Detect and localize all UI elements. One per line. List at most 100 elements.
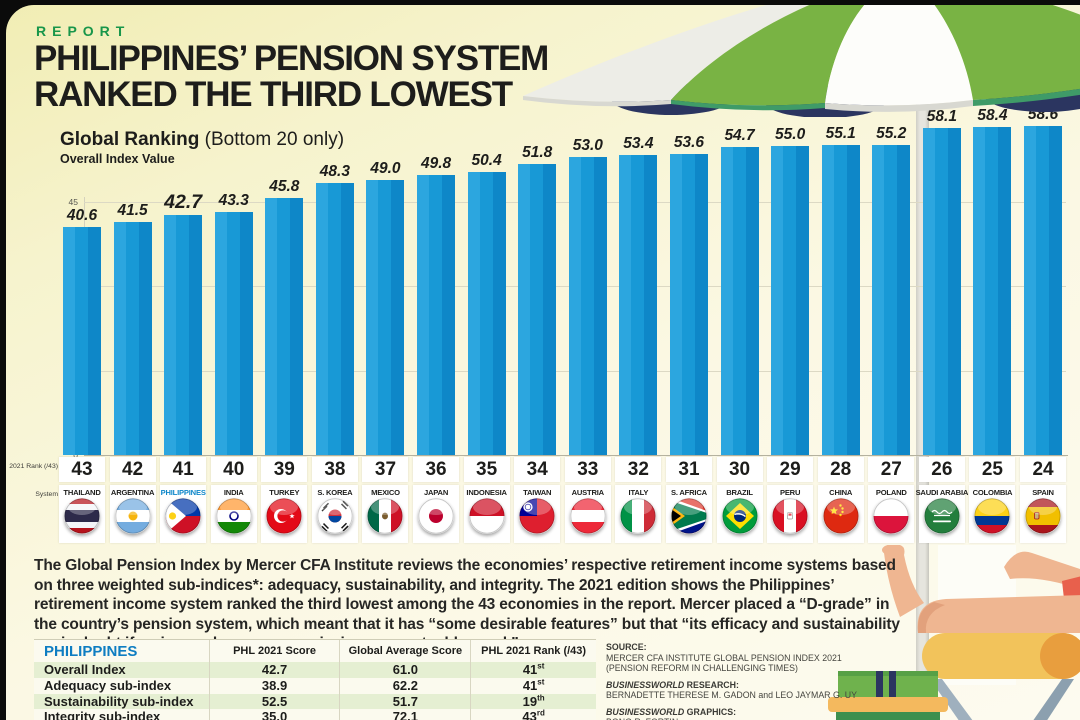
bar-saudi-arabia <box>922 128 961 455</box>
row-label: Sustainability sub-index <box>44 693 194 709</box>
country-label-italy: ITALY <box>628 488 649 497</box>
country-label-taiwan: TAIWAN <box>523 488 552 497</box>
bar-value-taiwan: 51.8 <box>522 143 553 161</box>
phl-score: 52.5 <box>261 693 288 709</box>
flag-philippines <box>165 498 201 534</box>
y-tick-label: 45 <box>68 197 78 207</box>
country-card-poland: POLAND <box>868 485 915 543</box>
source-line1: MERCER CFA INSTITUTE GLOBAL PENSION INDE… <box>606 652 842 663</box>
report-tag: REPORT <box>36 23 131 39</box>
country-card-argentina: ARGENTINA <box>109 485 156 543</box>
bar-brazil <box>720 147 759 455</box>
bar-value-thailand: 40.6 <box>66 206 98 224</box>
research-names: BERNADETTE THERESE M. GADON and LEO JAYM… <box>606 690 857 700</box>
row-label: Overall Index <box>44 661 126 677</box>
country-card-colombia: COLOMBIA <box>969 485 1016 543</box>
country-card-thailand: THAILAND <box>59 485 105 543</box>
bar-value-s-africa: 53.6 <box>673 133 705 151</box>
bar-value-s-korea: 48.3 <box>319 163 350 181</box>
global-score: 72.1 <box>392 709 418 720</box>
flag-austria <box>570 498 606 534</box>
rank-austria: 33 <box>564 457 611 482</box>
rank-saudi-arabia: 26 <box>918 457 965 482</box>
country-label-colombia: COLOMBIA <box>972 488 1013 497</box>
phl-rank: 19th <box>522 693 545 709</box>
rank-indonesia: 35 <box>463 457 510 482</box>
bar-taiwan <box>518 163 557 455</box>
flag-thailand <box>64 498 100 534</box>
bar-china <box>821 145 860 455</box>
rank-italy: 32 <box>615 457 662 482</box>
bar-value-italy: 53.4 <box>623 134 654 152</box>
rank-peru: 29 <box>767 457 814 482</box>
flag-argentina <box>114 498 151 534</box>
rank-taiwan: 34 <box>514 457 561 482</box>
country-label-spain: SPAIN <box>1032 488 1054 497</box>
bar-value-indonesia: 50.4 <box>471 151 502 169</box>
rank-brazil: 30 <box>716 457 763 482</box>
flag-taiwan <box>519 498 555 534</box>
flag-spain <box>1025 498 1061 534</box>
country-card-turkey: TURKEY <box>261 485 308 543</box>
rank-philippines: 41 <box>160 457 207 482</box>
country-label-china: CHINA <box>829 488 853 497</box>
bar-austria <box>568 157 607 455</box>
flag-turkey <box>266 498 303 534</box>
beach-umbrella-icon <box>523 5 1080 117</box>
rank-japan: 36 <box>413 457 460 482</box>
research-label: BUSINESSWORLD RESEARCH: <box>606 679 739 690</box>
rank-india: 40 <box>210 457 257 482</box>
bar-value-argentina: 41.5 <box>117 201 148 219</box>
philippines-scores-table: PHILIPPINES PHL 2021 Score Global Averag… <box>34 639 596 720</box>
flag-india <box>216 498 252 534</box>
rank-spain: 24 <box>1020 457 1067 482</box>
rank-s-africa: 31 <box>665 457 712 482</box>
phl-rank: 41st <box>522 661 545 677</box>
country-label-argentina: ARGENTINA <box>110 488 155 497</box>
global-score: 62.2 <box>392 677 418 693</box>
bar-india <box>214 211 253 455</box>
title-line2: RANKED THE THIRD LOWEST <box>34 75 513 114</box>
bar-colombia <box>973 126 1012 455</box>
phl-score: 38.9 <box>261 677 288 693</box>
row-label: Integrity sub-index <box>44 709 161 720</box>
country-label-thailand: THAILAND <box>63 488 101 497</box>
graphics-label: BUSINESSWORLD GRAPHICS: <box>606 706 737 717</box>
bar-value-japan: 49.8 <box>420 155 452 173</box>
chart-title: Global Ranking (Bottom 20 only) <box>60 129 345 150</box>
country-card-japan: JAPAN <box>413 485 460 543</box>
rank-axis-label: 2021 Rank (/43) <box>9 463 58 470</box>
bar-value-austria: 53.0 <box>572 137 603 155</box>
source-line2: (PENSION REFORM IN CHALLENGING TIMES) <box>606 663 798 673</box>
country-label-japan: JAPAN <box>423 488 449 497</box>
phl-rank: 41st <box>522 677 545 693</box>
bar-value-peru: 55.0 <box>775 125 806 143</box>
country-label-turkey: TURKEY <box>269 488 300 497</box>
country-label-indonesia: INDONESIA <box>466 488 507 497</box>
table-row: Sustainability sub-index 52.5 51.7 19th <box>34 692 596 711</box>
bar-philippines <box>164 214 203 455</box>
country-label-austria: AUSTRIA <box>571 488 605 497</box>
country-card-indonesia: INDONESIA <box>463 485 510 543</box>
country-card-peru: PERU <box>767 485 814 543</box>
country-label-s-africa: S. AFRICA <box>671 488 707 497</box>
flag-colombia <box>974 498 1011 534</box>
flag-china <box>822 498 859 534</box>
rank-colombia: 25 <box>969 457 1016 482</box>
flag-s-africa <box>671 498 707 534</box>
bar-value-brazil: 54.7 <box>724 127 755 145</box>
country-label-poland: POLAND <box>875 488 907 497</box>
column-header-phl-score: PHL 2021 Score <box>208 640 340 662</box>
infographic-card: REPORT PHILIPPINES’ PENSION SYSTEM RANKE… <box>6 5 1080 720</box>
country-label-s-korea: S. KOREA <box>317 488 353 497</box>
country-card-philippines: PHILIPPINES <box>160 485 207 543</box>
global-score: 51.7 <box>392 693 418 709</box>
country-card-s-korea: S. KOREA <box>311 485 358 543</box>
chart-subtitle: Overall Index Value <box>60 152 175 166</box>
phl-score: 42.7 <box>261 661 288 677</box>
rank-s-korea: 38 <box>311 457 358 482</box>
country-label-philippines: PHILIPPINES <box>160 488 206 497</box>
country-label-mexico: MEXICO <box>371 488 400 497</box>
bar-poland <box>872 144 911 455</box>
country-card-saudi-arabia: SAUDI ARABIA <box>916 485 968 543</box>
